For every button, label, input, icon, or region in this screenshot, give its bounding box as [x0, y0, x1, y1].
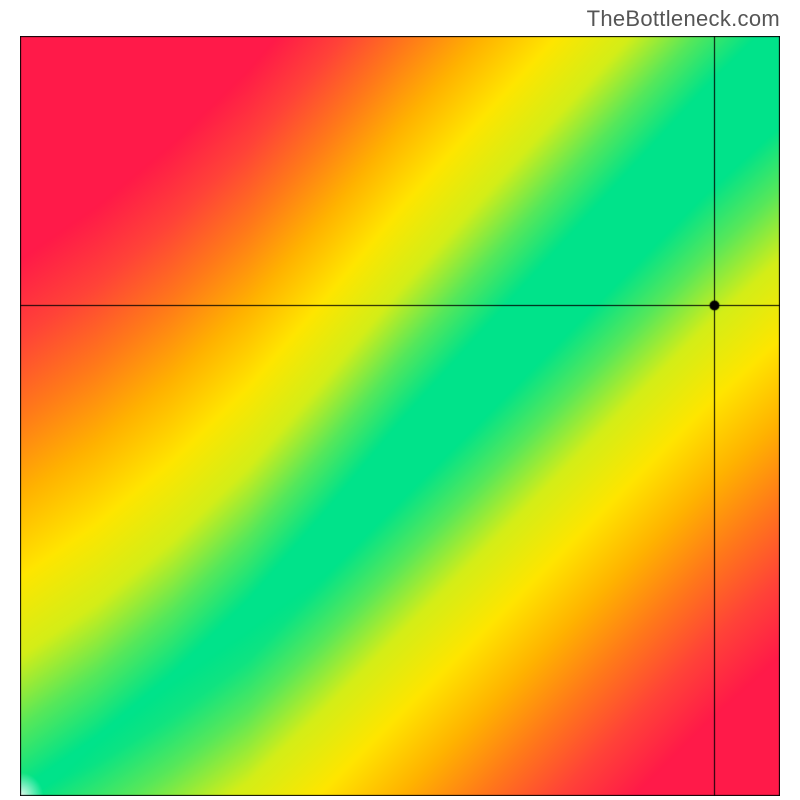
chart-container: TheBottleneck.com — [0, 0, 800, 800]
watermark-text: TheBottleneck.com — [587, 6, 780, 32]
heatmap-plot-area — [20, 36, 780, 796]
heatmap-canvas — [20, 36, 780, 796]
